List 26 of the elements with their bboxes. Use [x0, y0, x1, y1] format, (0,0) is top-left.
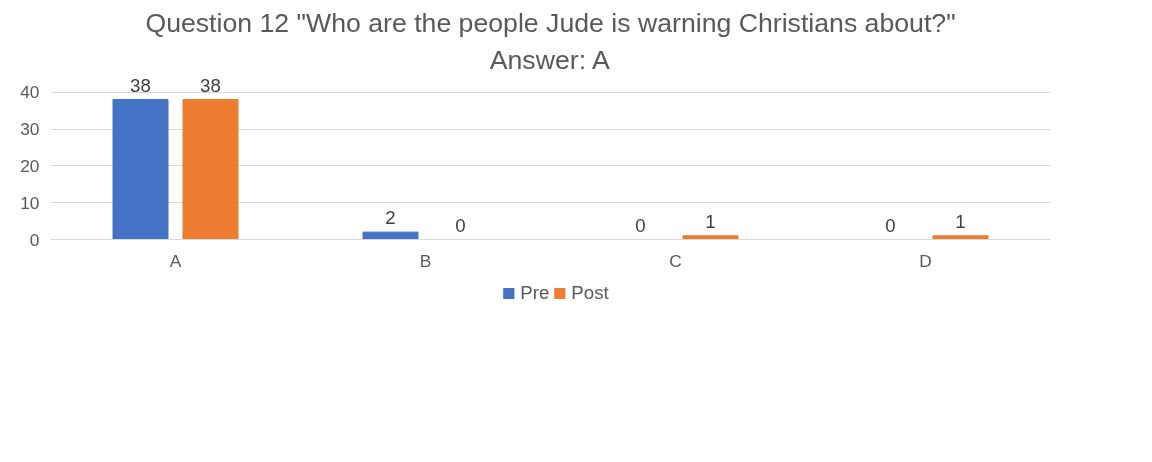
- y-tick-label: 40: [20, 82, 40, 103]
- data-label: 1: [705, 210, 716, 232]
- y-tick-label: 10: [20, 192, 40, 213]
- bar: [112, 99, 169, 240]
- bar: [362, 231, 419, 240]
- x-tick-label: B: [419, 250, 432, 271]
- x-tick-label: C: [669, 250, 682, 271]
- chart-title: Question 12 "Who are the people Jude is warning Christians about?": [145, 7, 956, 38]
- data-label: 0: [455, 214, 466, 236]
- bar: [182, 99, 239, 240]
- bar: [932, 235, 989, 240]
- x-tick-label: A: [169, 250, 182, 271]
- legend-label: Pre: [520, 282, 550, 304]
- y-tick-label: 20: [20, 155, 40, 176]
- y-tick-label: 30: [20, 119, 40, 140]
- data-label: 2: [385, 207, 396, 229]
- x-tick-label: D: [919, 250, 932, 271]
- data-label: 1: [955, 210, 966, 232]
- bar: [682, 235, 739, 240]
- data-label: 38: [130, 74, 151, 96]
- data-label: 0: [635, 214, 646, 236]
- data-label: 0: [885, 214, 896, 236]
- legend-label: Post: [571, 282, 609, 304]
- chart-subtitle: Answer: A: [489, 44, 610, 75]
- data-label: 38: [200, 74, 221, 96]
- y-tick-label: 0: [29, 229, 40, 250]
